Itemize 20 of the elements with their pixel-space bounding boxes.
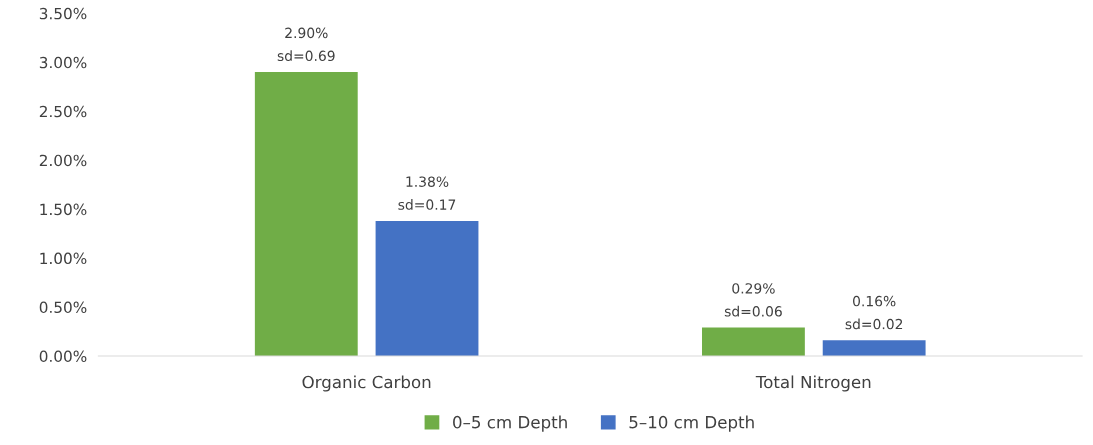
x-tick-label: Total Nitrogen <box>755 375 871 392</box>
legend-label: 0–5 cm Depth <box>453 415 567 432</box>
bar <box>254 72 358 356</box>
data-label: 0.29% sd=0.06 <box>724 283 782 317</box>
y-tick-label: 0.00% <box>39 350 87 363</box>
y-tick-label: 3.00% <box>39 56 87 69</box>
bar <box>702 327 805 356</box>
y-tick-label: 3.50% <box>39 7 87 20</box>
y-tick-label: 2.50% <box>39 105 87 118</box>
bar <box>375 220 479 356</box>
y-tick-label: 1.50% <box>40 203 87 216</box>
bar <box>822 340 926 356</box>
data-label: 2.90% sd=0.69 <box>277 27 335 62</box>
y-tick-label: 2.00% <box>39 154 87 167</box>
y-tick-label: 1.00% <box>40 252 87 265</box>
data-label: 1.38% sd=0.17 <box>398 176 456 210</box>
data-label: 0.16% sd=0.02 <box>845 295 903 330</box>
legend-label: 5–10 cm Depth <box>629 415 754 432</box>
y-tick-label: 0.50% <box>39 301 87 314</box>
x-tick-label: Organic Carbon <box>302 375 431 392</box>
